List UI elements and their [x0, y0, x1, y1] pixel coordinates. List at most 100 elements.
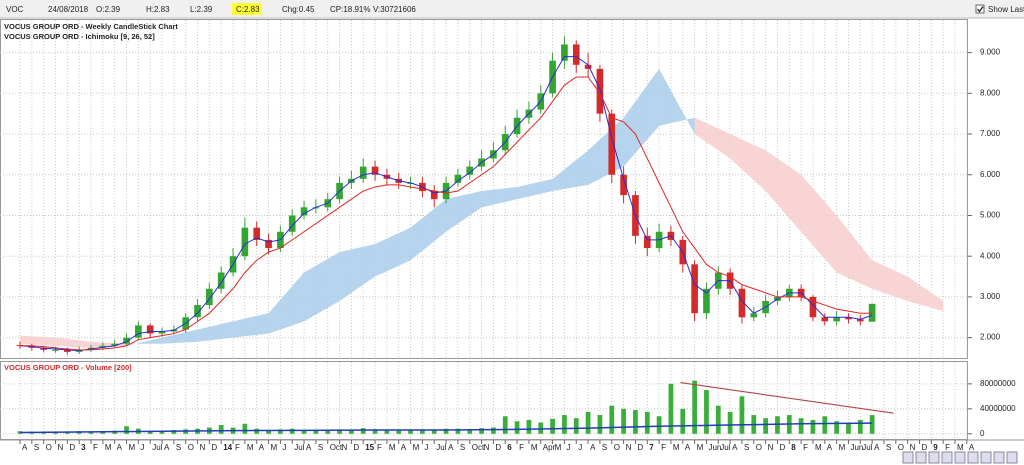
- candle-body: [99, 345, 107, 348]
- cloud: [233, 313, 269, 338]
- symbol: VOC: [6, 5, 24, 14]
- x-tick-label: A: [117, 443, 123, 452]
- x-tick-label: N: [768, 443, 774, 452]
- candle-body: [52, 349, 59, 351]
- x-tick-label: S: [886, 443, 891, 452]
- x-tick-label: J: [578, 443, 582, 452]
- x-tick-label: A: [164, 443, 170, 452]
- x-tick-label: A: [306, 443, 312, 452]
- candle-body: [845, 317, 852, 320]
- candle-body: [64, 349, 71, 352]
- volume-average: [19, 422, 873, 434]
- volume-bar: [301, 430, 307, 434]
- x-tick-label: Apr: [543, 443, 556, 452]
- volume-bar: [53, 432, 58, 434]
- x-tick-label: A: [969, 443, 975, 452]
- y-tick-label: 3.000: [980, 292, 1001, 301]
- x-tick-label: M: [271, 443, 278, 452]
- volume-bar: [585, 411, 591, 434]
- nav-button[interactable]: [941, 451, 953, 464]
- candle-body: [809, 296, 817, 318]
- volume-bar: [538, 422, 544, 434]
- cloud: [552, 150, 589, 192]
- nav-button[interactable]: [1006, 451, 1018, 464]
- candle-body: [206, 288, 213, 306]
- x-tick-label: M: [673, 443, 680, 452]
- volume-bar: [822, 416, 828, 434]
- x-tick-label: A: [401, 443, 407, 452]
- price-panel: [0, 19, 968, 359]
- cloud: [907, 276, 944, 312]
- x-tick-label: F: [93, 443, 98, 452]
- x-tick-label: O: [188, 443, 194, 452]
- nav-button[interactable]: [928, 451, 940, 464]
- x-tick-label: J: [424, 443, 428, 452]
- volume-bar: [491, 427, 496, 434]
- cloud: [410, 199, 447, 261]
- x-tick-label: D: [69, 443, 75, 452]
- x-tick-label: N: [484, 443, 490, 452]
- show-last-label[interactable]: Show Last: [988, 5, 1024, 14]
- nav-button[interactable]: [902, 451, 914, 464]
- volume-bar: [656, 416, 662, 434]
- x-tick-label: Jul: [436, 443, 446, 452]
- x-tick-label: O: [898, 443, 904, 452]
- volume-bar: [704, 390, 709, 434]
- nav-button[interactable]: [980, 451, 992, 464]
- x-tick-label: N: [58, 443, 64, 452]
- candle-body: [241, 227, 249, 257]
- x-tick-label: F: [945, 443, 950, 452]
- volume-bar: [857, 420, 863, 434]
- volume-bar: [396, 430, 402, 434]
- nav-button[interactable]: [967, 451, 979, 464]
- x-tick-label: A: [448, 443, 454, 452]
- volume-bar: [798, 418, 804, 434]
- volume-bar: [550, 418, 555, 434]
- x-tick-label: M: [815, 443, 822, 452]
- volume-bar: [420, 429, 425, 434]
- x-tick-label: S: [602, 443, 607, 452]
- nav-button[interactable]: [954, 451, 966, 464]
- y-tick-label: 5.000: [980, 211, 1001, 220]
- candle-body: [643, 235, 651, 249]
- cloud: [162, 329, 198, 344]
- candle-body: [691, 264, 698, 314]
- x-tick-label: N: [342, 443, 348, 452]
- cloud: [872, 260, 908, 301]
- x-tick-label: D: [779, 443, 785, 452]
- y-tick-label: 2.000: [980, 333, 1001, 342]
- volume-bar: [514, 421, 520, 434]
- volume-bar: [562, 415, 567, 434]
- x-tick-label: J: [566, 443, 570, 452]
- low: L:2.39: [190, 5, 213, 14]
- nav-button[interactable]: [915, 451, 927, 464]
- candle-body: [194, 305, 201, 318]
- nav-button[interactable]: [993, 451, 1005, 464]
- x-tick-label: M: [247, 443, 254, 452]
- volume-bar: [715, 405, 721, 434]
- x-tick-label: A: [874, 443, 880, 452]
- high: H:2.83: [146, 5, 170, 14]
- volume-bar: [147, 430, 153, 434]
- volume-bar: [431, 430, 437, 434]
- volume-bar: [621, 408, 626, 434]
- x-tick-label: N: [200, 443, 206, 452]
- x-tick-label: M: [413, 443, 420, 452]
- close-highlight: [232, 3, 262, 15]
- candle-body: [572, 44, 580, 65]
- candle-body: [430, 191, 438, 200]
- indicator-line: [19, 56, 873, 352]
- x-tick-label: M: [389, 443, 396, 452]
- candle-body: [750, 313, 758, 318]
- volume-bar: [242, 423, 248, 434]
- cloud: [730, 134, 766, 192]
- candle-body: [359, 166, 367, 179]
- candle-body: [868, 303, 876, 322]
- show-last-checkbox[interactable]: [975, 4, 985, 14]
- volume-bar: [384, 430, 390, 434]
- candle-body: [833, 317, 840, 322]
- candle-body: [146, 325, 154, 334]
- y-tick-label: 7.000: [980, 129, 1001, 138]
- volume-bar: [337, 429, 342, 434]
- candle-body: [135, 325, 142, 338]
